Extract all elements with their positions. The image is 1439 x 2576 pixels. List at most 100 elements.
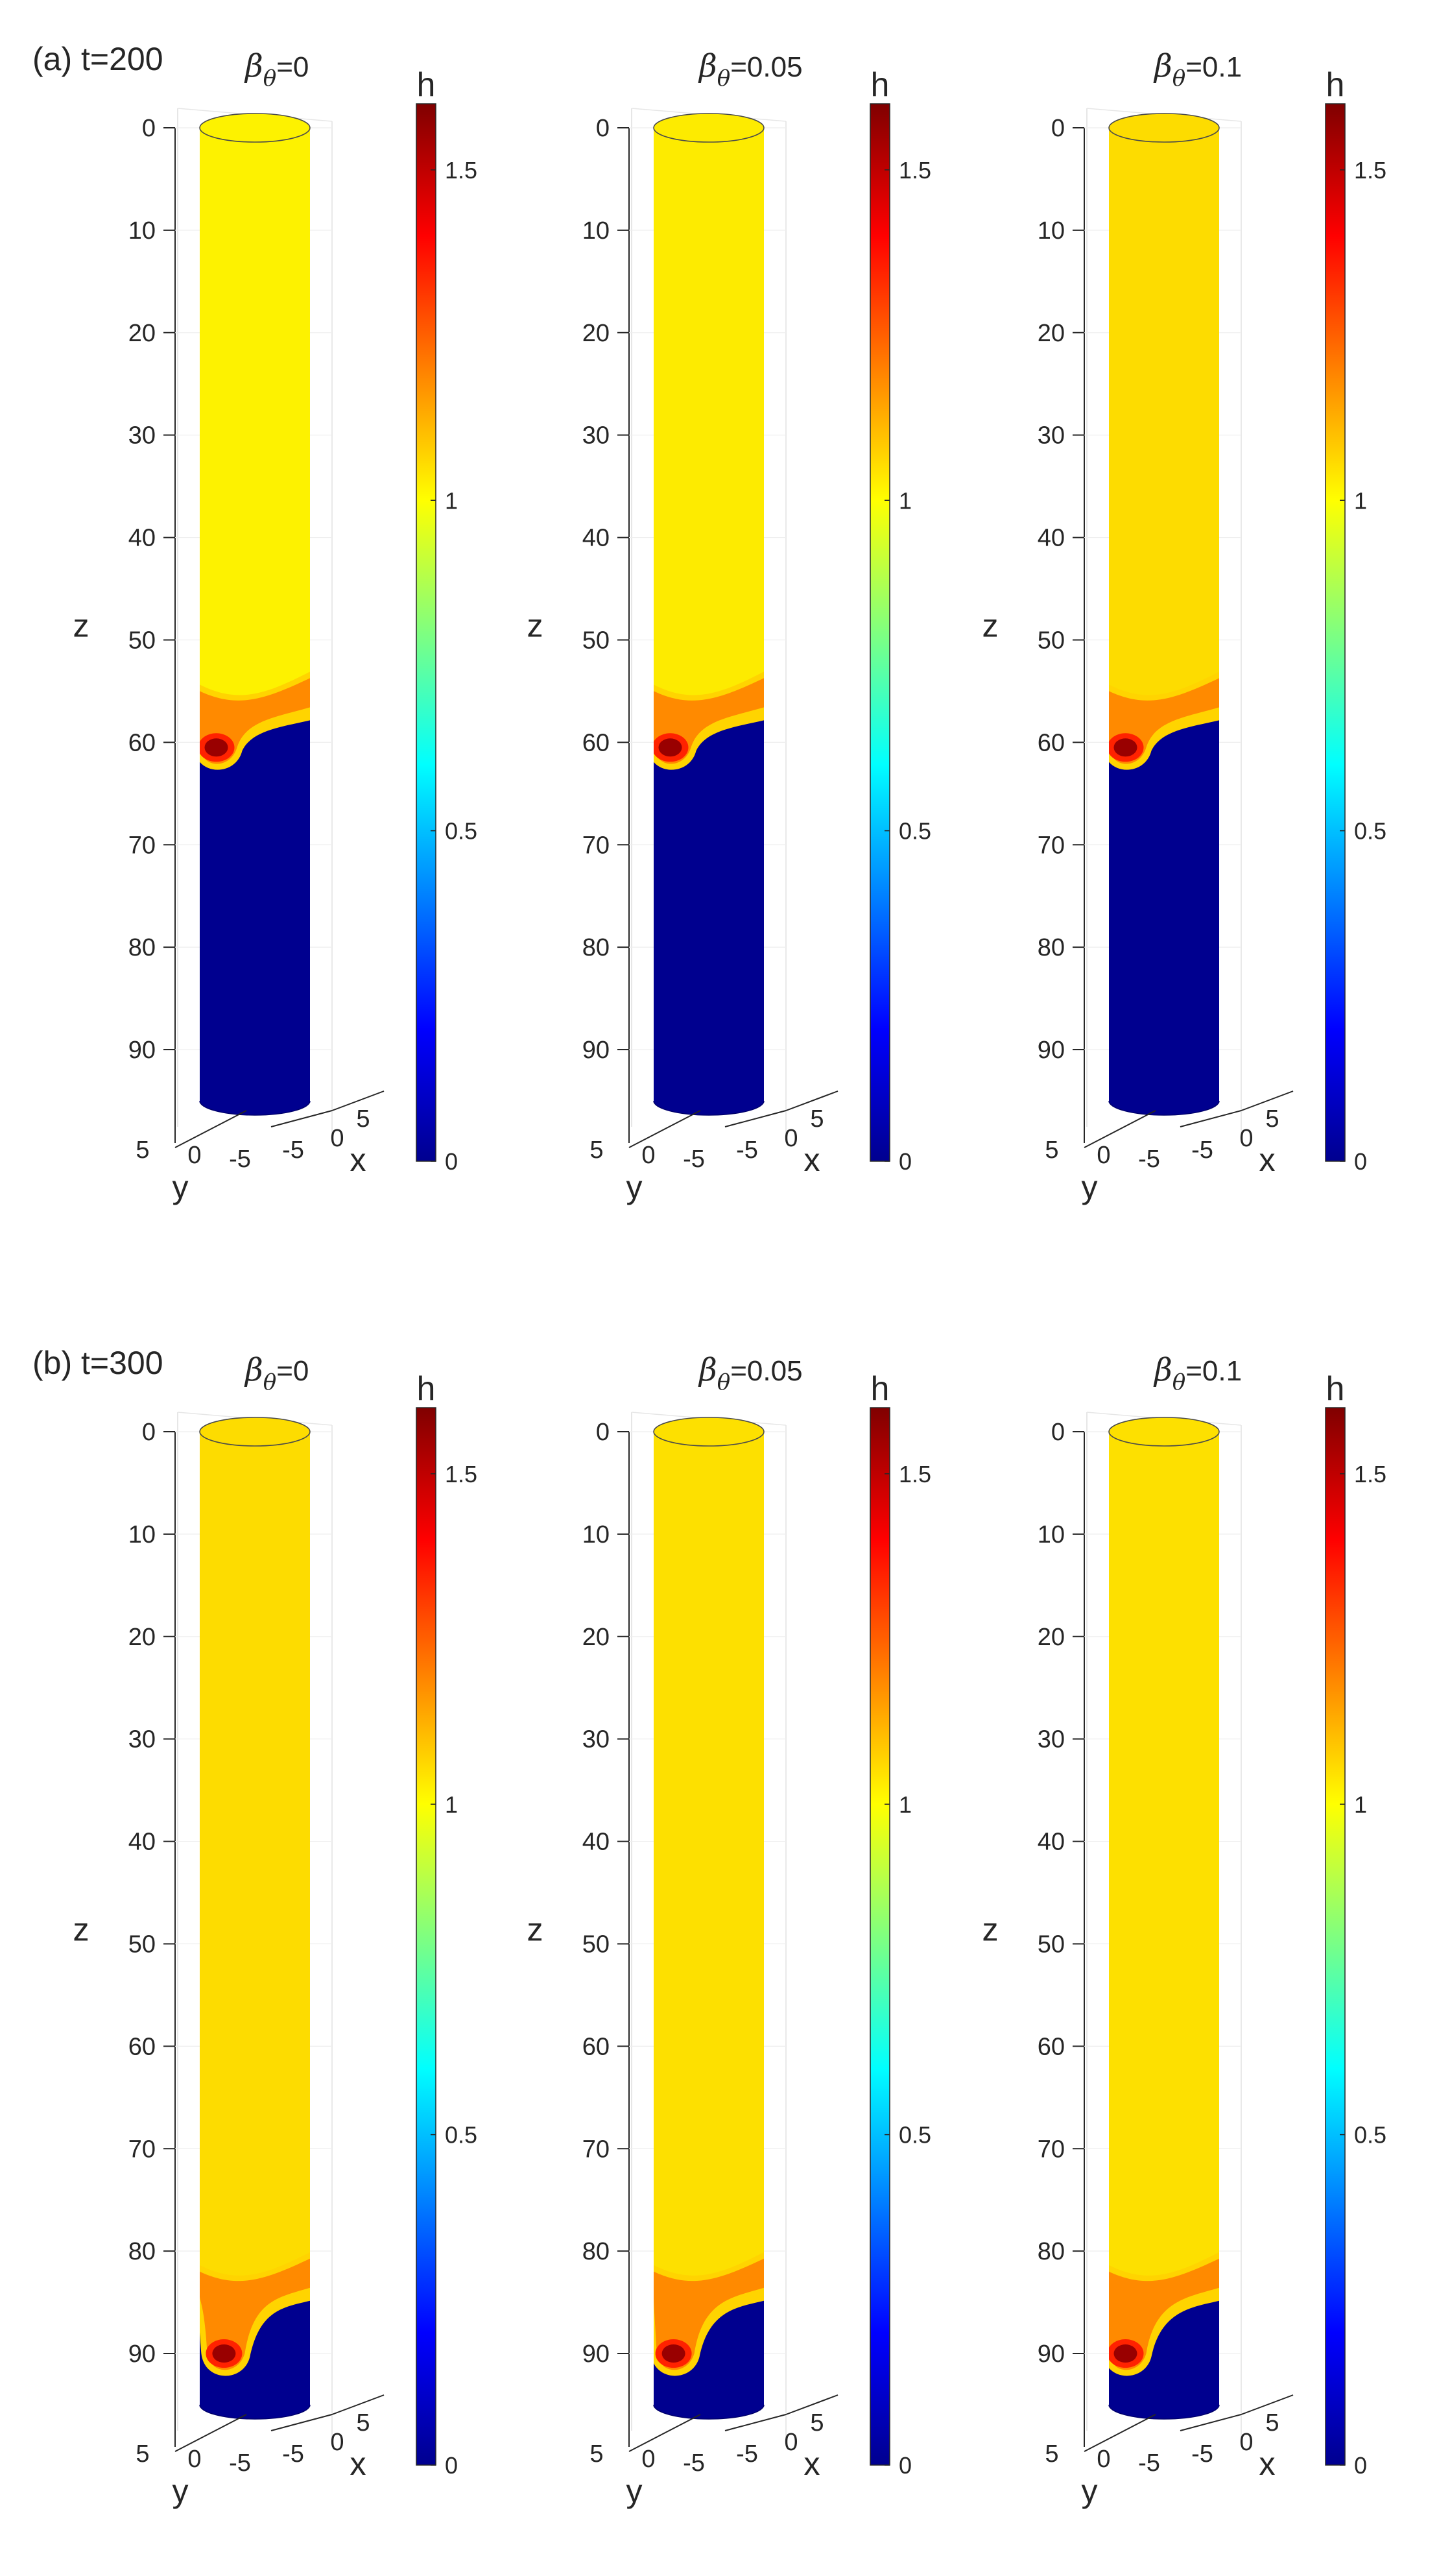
z-tick-label: 20 [1038, 1624, 1065, 1651]
colorbar-title: h [871, 1370, 890, 1408]
colorbar-tick-label: 1.5 [1354, 1461, 1386, 1487]
z-tick-label: 90 [1038, 1037, 1065, 1064]
row-label: (a) t=200 [32, 41, 163, 77]
cylinder-top-cap [1108, 113, 1220, 143]
y-tick-label: 0 [187, 1142, 201, 1169]
z-tick-label: 0 [596, 1419, 610, 1446]
z-tick-label: 30 [1038, 422, 1065, 450]
z-tick-label: 20 [128, 320, 156, 347]
colorbar-bar [416, 1407, 436, 2466]
x-tick-label: -5 [282, 2440, 304, 2468]
colorbar-tick-label: 0.5 [1354, 2122, 1386, 2149]
y-tick-label: 5 [136, 1137, 149, 1164]
beta-subscript: θ [263, 1369, 276, 1395]
row-label: (b) t=300 [32, 1345, 163, 1381]
colorbar-bar [1325, 103, 1346, 1162]
z-tick-label: 0 [1051, 1419, 1065, 1446]
finger-tip-peak [212, 2344, 236, 2363]
dry-region [1109, 717, 1219, 1115]
z-tick-label: 40 [582, 1829, 610, 1856]
z-tick-label: 40 [128, 1829, 156, 1856]
z-axis-label: z [527, 1911, 543, 1947]
z-tick-label: 10 [1038, 1521, 1065, 1548]
x-tick-label: -5 [282, 1137, 304, 1164]
wet-film-region [654, 1432, 764, 2419]
z-tick-label: 50 [1038, 1931, 1065, 1958]
z-tick-label: 60 [582, 729, 610, 756]
colorbar-tick-label: 0 [899, 2452, 912, 2479]
x-axis-line [785, 2394, 838, 2415]
z-axis-label: z [73, 607, 89, 644]
x-tick-label: 5 [810, 2409, 824, 2437]
colorbar-tick-label: 0.5 [445, 2122, 477, 2149]
y-tick-label: 0 [641, 2446, 655, 2473]
colorbar-tick-label: 0 [899, 1148, 912, 1175]
finger-tip-peak [204, 738, 228, 757]
z-tick-label: 20 [128, 1624, 156, 1651]
x-tick-label: 0 [784, 1125, 798, 1152]
cylinder-surface [200, 1432, 310, 2419]
cylinder-bottom-edge [199, 1100, 311, 1116]
cylinder-top-cap [1108, 1417, 1220, 1447]
z-tick-label: 70 [128, 832, 156, 859]
colorbar-title: h [871, 66, 890, 104]
cylinder-top-cap [199, 113, 311, 143]
z-tick-label: 20 [582, 320, 610, 347]
colorbar-bar [870, 103, 890, 1162]
cylinder-surface [1109, 1432, 1219, 2419]
z-tick-label: 60 [1038, 2033, 1065, 2060]
x-tick-label: 0 [1239, 1125, 1253, 1152]
y-axis-label: y [626, 2473, 643, 2509]
colorbar-tick-label: 0 [1354, 1148, 1367, 1175]
beta-value: =0.1 [1185, 1355, 1242, 1387]
dry-region [654, 717, 764, 1115]
colorbar-bar [870, 1407, 890, 2466]
beta-subscript: θ [717, 66, 730, 91]
x-tick-label: 5 [1265, 2409, 1279, 2437]
z-tick-label: 40 [128, 525, 156, 552]
y-axis-label: y [626, 1169, 643, 1205]
beta-symbol: β [244, 48, 263, 84]
z-axis-label: z [73, 1911, 89, 1947]
z-tick-label: 60 [1038, 729, 1065, 756]
z-tick-label: 60 [582, 2033, 610, 2060]
beta-value: =0.05 [730, 51, 802, 83]
colorbar-title: h [417, 1370, 436, 1408]
y-axis-label: y [1082, 2473, 1098, 2509]
z-tick-label: 30 [128, 1726, 156, 1753]
finger-tip-peak [1113, 738, 1137, 757]
colorbar-tick-label: 1 [445, 1791, 458, 1818]
y-tick-label: 5 [136, 2440, 149, 2468]
z-tick-label: 80 [1038, 934, 1065, 961]
panel-title: βθ=0 [244, 1352, 309, 1395]
colorbar-tick-label: 1.5 [899, 157, 931, 184]
x-axis-line [331, 1090, 385, 1111]
z-tick-label: 40 [1038, 525, 1065, 552]
beta-value: =0 [276, 51, 309, 83]
cylinder-bottom-edge [653, 1100, 765, 1116]
x-axis-line-front [270, 1110, 333, 1127]
z-axis-label: z [527, 607, 543, 644]
beta-symbol: β [1153, 1352, 1172, 1388]
cylinder-bottom-edge [1108, 2404, 1220, 2420]
colorbar-tick-label: 0 [1354, 2452, 1367, 2479]
x-axis-label: x [350, 2446, 366, 2482]
x-tick-label: 5 [810, 1105, 824, 1133]
panel-title: βθ=0.05 [698, 48, 803, 91]
y-tick-label: -5 [229, 2450, 251, 2477]
z-tick-label: 50 [128, 627, 156, 654]
z-axis-label: z [982, 1911, 999, 1947]
z-tick-label: 30 [1038, 1726, 1065, 1753]
colorbar-tick-label: 0 [445, 1148, 458, 1175]
x-tick-label: 5 [356, 1105, 370, 1133]
z-tick-label: 90 [582, 1037, 610, 1064]
x-axis-label: x [804, 2446, 820, 2482]
cylinder-bottom-edge [1108, 1100, 1220, 1116]
z-tick-label: 70 [1038, 832, 1065, 859]
z-tick-label: 80 [582, 2238, 610, 2265]
